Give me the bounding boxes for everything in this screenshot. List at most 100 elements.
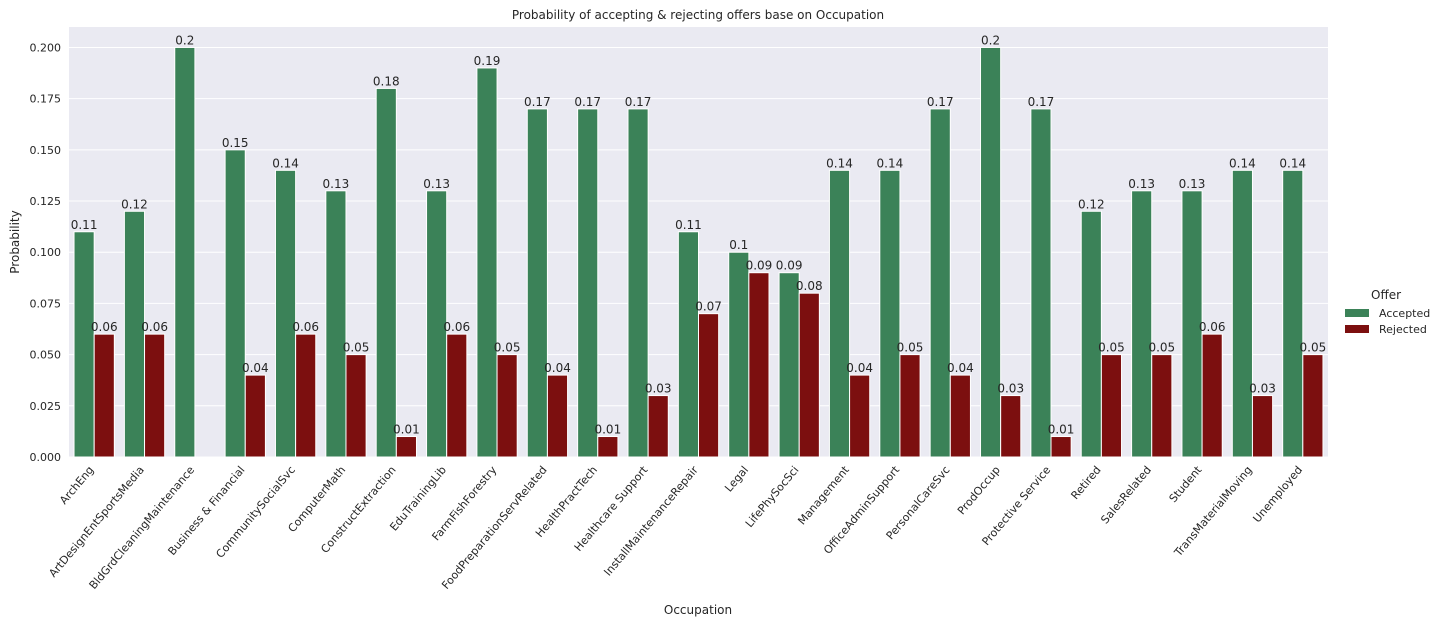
- data-labels: 0.11 0.06 0.12 0.06 0.2 0.15 0.04 0.14 0.06 0.13 0…: [71, 33, 1327, 436]
- data-label-rejected: 0.01: [594, 423, 621, 437]
- data-label-rejected: 0.06: [292, 320, 319, 334]
- x-tick-label: ArchEng: [57, 464, 96, 507]
- x-tick-label: LifePhySocSci: [743, 464, 802, 530]
- data-label-rejected: 0.03: [645, 382, 672, 396]
- bar-rejected: [446, 333, 468, 458]
- bar-accepted: [980, 46, 1002, 458]
- data-label-accepted: 0.15: [222, 136, 249, 150]
- data-label-accepted: 0.14: [1229, 156, 1256, 170]
- data-label-rejected: 0.01: [393, 423, 420, 437]
- y-tick-label: 0.150: [30, 144, 62, 157]
- data-label-rejected: 0.05: [1148, 341, 1175, 355]
- bar-accepted: [728, 251, 750, 458]
- bar-accepted: [426, 190, 448, 458]
- bar-rejected: [496, 354, 518, 458]
- x-tick-label: Student: [1167, 463, 1205, 505]
- bar-rejected: [1000, 395, 1022, 458]
- data-label-accepted: 0.2: [981, 33, 1000, 47]
- x-tick-label: BldGrdCleaningMaintenance: [87, 463, 198, 591]
- data-label-rejected: 0.05: [1098, 341, 1125, 355]
- bar-rejected: [698, 313, 720, 458]
- legend-title: Offer: [1371, 288, 1401, 302]
- bar-rejected: [1201, 333, 1223, 458]
- data-label-accepted: 0.14: [826, 156, 853, 170]
- data-label-accepted: 0.14: [1279, 156, 1306, 170]
- data-label-accepted: 0.18: [373, 74, 400, 88]
- bar-accepted: [73, 231, 95, 458]
- bar-rejected: [295, 333, 317, 458]
- bar-rejected: [849, 374, 871, 458]
- bar-accepted: [1282, 169, 1304, 458]
- data-label-accepted: 0.19: [474, 54, 501, 68]
- data-label-rejected: 0.09: [746, 259, 773, 273]
- x-tick-label: Unemployed: [1250, 464, 1305, 526]
- bar-accepted: [325, 190, 347, 458]
- bar-rejected: [93, 333, 115, 458]
- data-label-accepted: 0.17: [1028, 95, 1055, 109]
- bar-rejected: [748, 272, 770, 458]
- data-label-rejected: 0.05: [343, 341, 370, 355]
- bar-accepted: [577, 108, 599, 458]
- chart-title: Probability of accepting & rejecting off…: [512, 8, 884, 22]
- data-label-accepted: 0.17: [927, 95, 954, 109]
- y-tick-label: 0.200: [30, 41, 62, 54]
- legend-label-accepted: Accepted: [1379, 307, 1430, 320]
- bar-rejected: [345, 354, 367, 458]
- legend-label-rejected: Rejected: [1379, 323, 1427, 336]
- data-label-accepted: 0.17: [625, 95, 652, 109]
- data-label-rejected: 0.03: [1249, 382, 1276, 396]
- data-label-rejected: 0.05: [1300, 341, 1327, 355]
- bar-rejected: [1302, 354, 1324, 458]
- data-label-accepted: 0.14: [272, 156, 299, 170]
- bar-rejected: [597, 436, 619, 458]
- data-label-rejected: 0.05: [494, 341, 521, 355]
- bar-accepted: [526, 108, 548, 458]
- data-label-rejected: 0.07: [695, 300, 722, 314]
- bar-accepted: [1181, 190, 1203, 458]
- data-label-rejected: 0.05: [897, 341, 924, 355]
- bar-accepted: [375, 87, 397, 458]
- bar-rejected: [647, 395, 669, 458]
- data-label-rejected: 0.06: [91, 320, 118, 334]
- x-tick-label: SalesRelated: [1098, 464, 1154, 527]
- bar-rejected: [244, 374, 266, 458]
- data-label-rejected: 0.06: [1199, 320, 1226, 334]
- x-tick-labels: ArchEngArtDesignEntSportsMediaBldGrdClea…: [46, 463, 1305, 592]
- y-tick-label: 0.100: [30, 246, 62, 259]
- x-tick-label: ArtDesignEntSportsMedia: [46, 464, 147, 580]
- legend: Offer Accepted Rejected: [1345, 288, 1430, 336]
- bar-accepted: [677, 231, 700, 458]
- bars: [73, 46, 1324, 458]
- bar-accepted: [224, 149, 246, 458]
- bar-accepted: [929, 108, 951, 458]
- data-label-rejected: 0.06: [443, 320, 470, 334]
- y-tick-label: 0.025: [30, 400, 62, 413]
- legend-swatch-rejected: [1345, 325, 1369, 333]
- y-tick-label: 0.125: [30, 195, 62, 208]
- y-tick-label: 0.000: [30, 451, 62, 464]
- bar-accepted: [1080, 210, 1102, 458]
- data-label-accepted: 0.11: [675, 218, 702, 232]
- data-label-accepted: 0.17: [574, 95, 601, 109]
- y-tick-label: 0.075: [30, 297, 62, 310]
- data-label-accepted: 0.11: [71, 218, 98, 232]
- data-label-rejected: 0.08: [796, 279, 823, 293]
- x-tick-label: Management: [795, 463, 852, 527]
- data-label-rejected: 0.06: [141, 320, 168, 334]
- bar-rejected: [949, 374, 971, 458]
- bar-accepted: [1231, 169, 1253, 458]
- data-label-accepted: 0.12: [1078, 197, 1105, 211]
- legend-swatch-accepted: [1345, 309, 1369, 317]
- data-label-accepted: 0.13: [423, 177, 450, 191]
- data-label-rejected: 0.03: [997, 382, 1024, 396]
- bar-rejected: [798, 292, 820, 458]
- data-label-accepted: 0.13: [1128, 177, 1155, 191]
- x-tick-label: Legal: [722, 464, 751, 495]
- y-axis-title: Probability: [8, 210, 22, 273]
- data-label-accepted: 0.2: [175, 33, 194, 47]
- data-label-accepted: 0.13: [1179, 177, 1206, 191]
- data-label-rejected: 0.04: [242, 361, 269, 375]
- bar-accepted: [274, 169, 297, 458]
- bar-rejected: [1151, 354, 1173, 458]
- bar-accepted: [627, 108, 649, 458]
